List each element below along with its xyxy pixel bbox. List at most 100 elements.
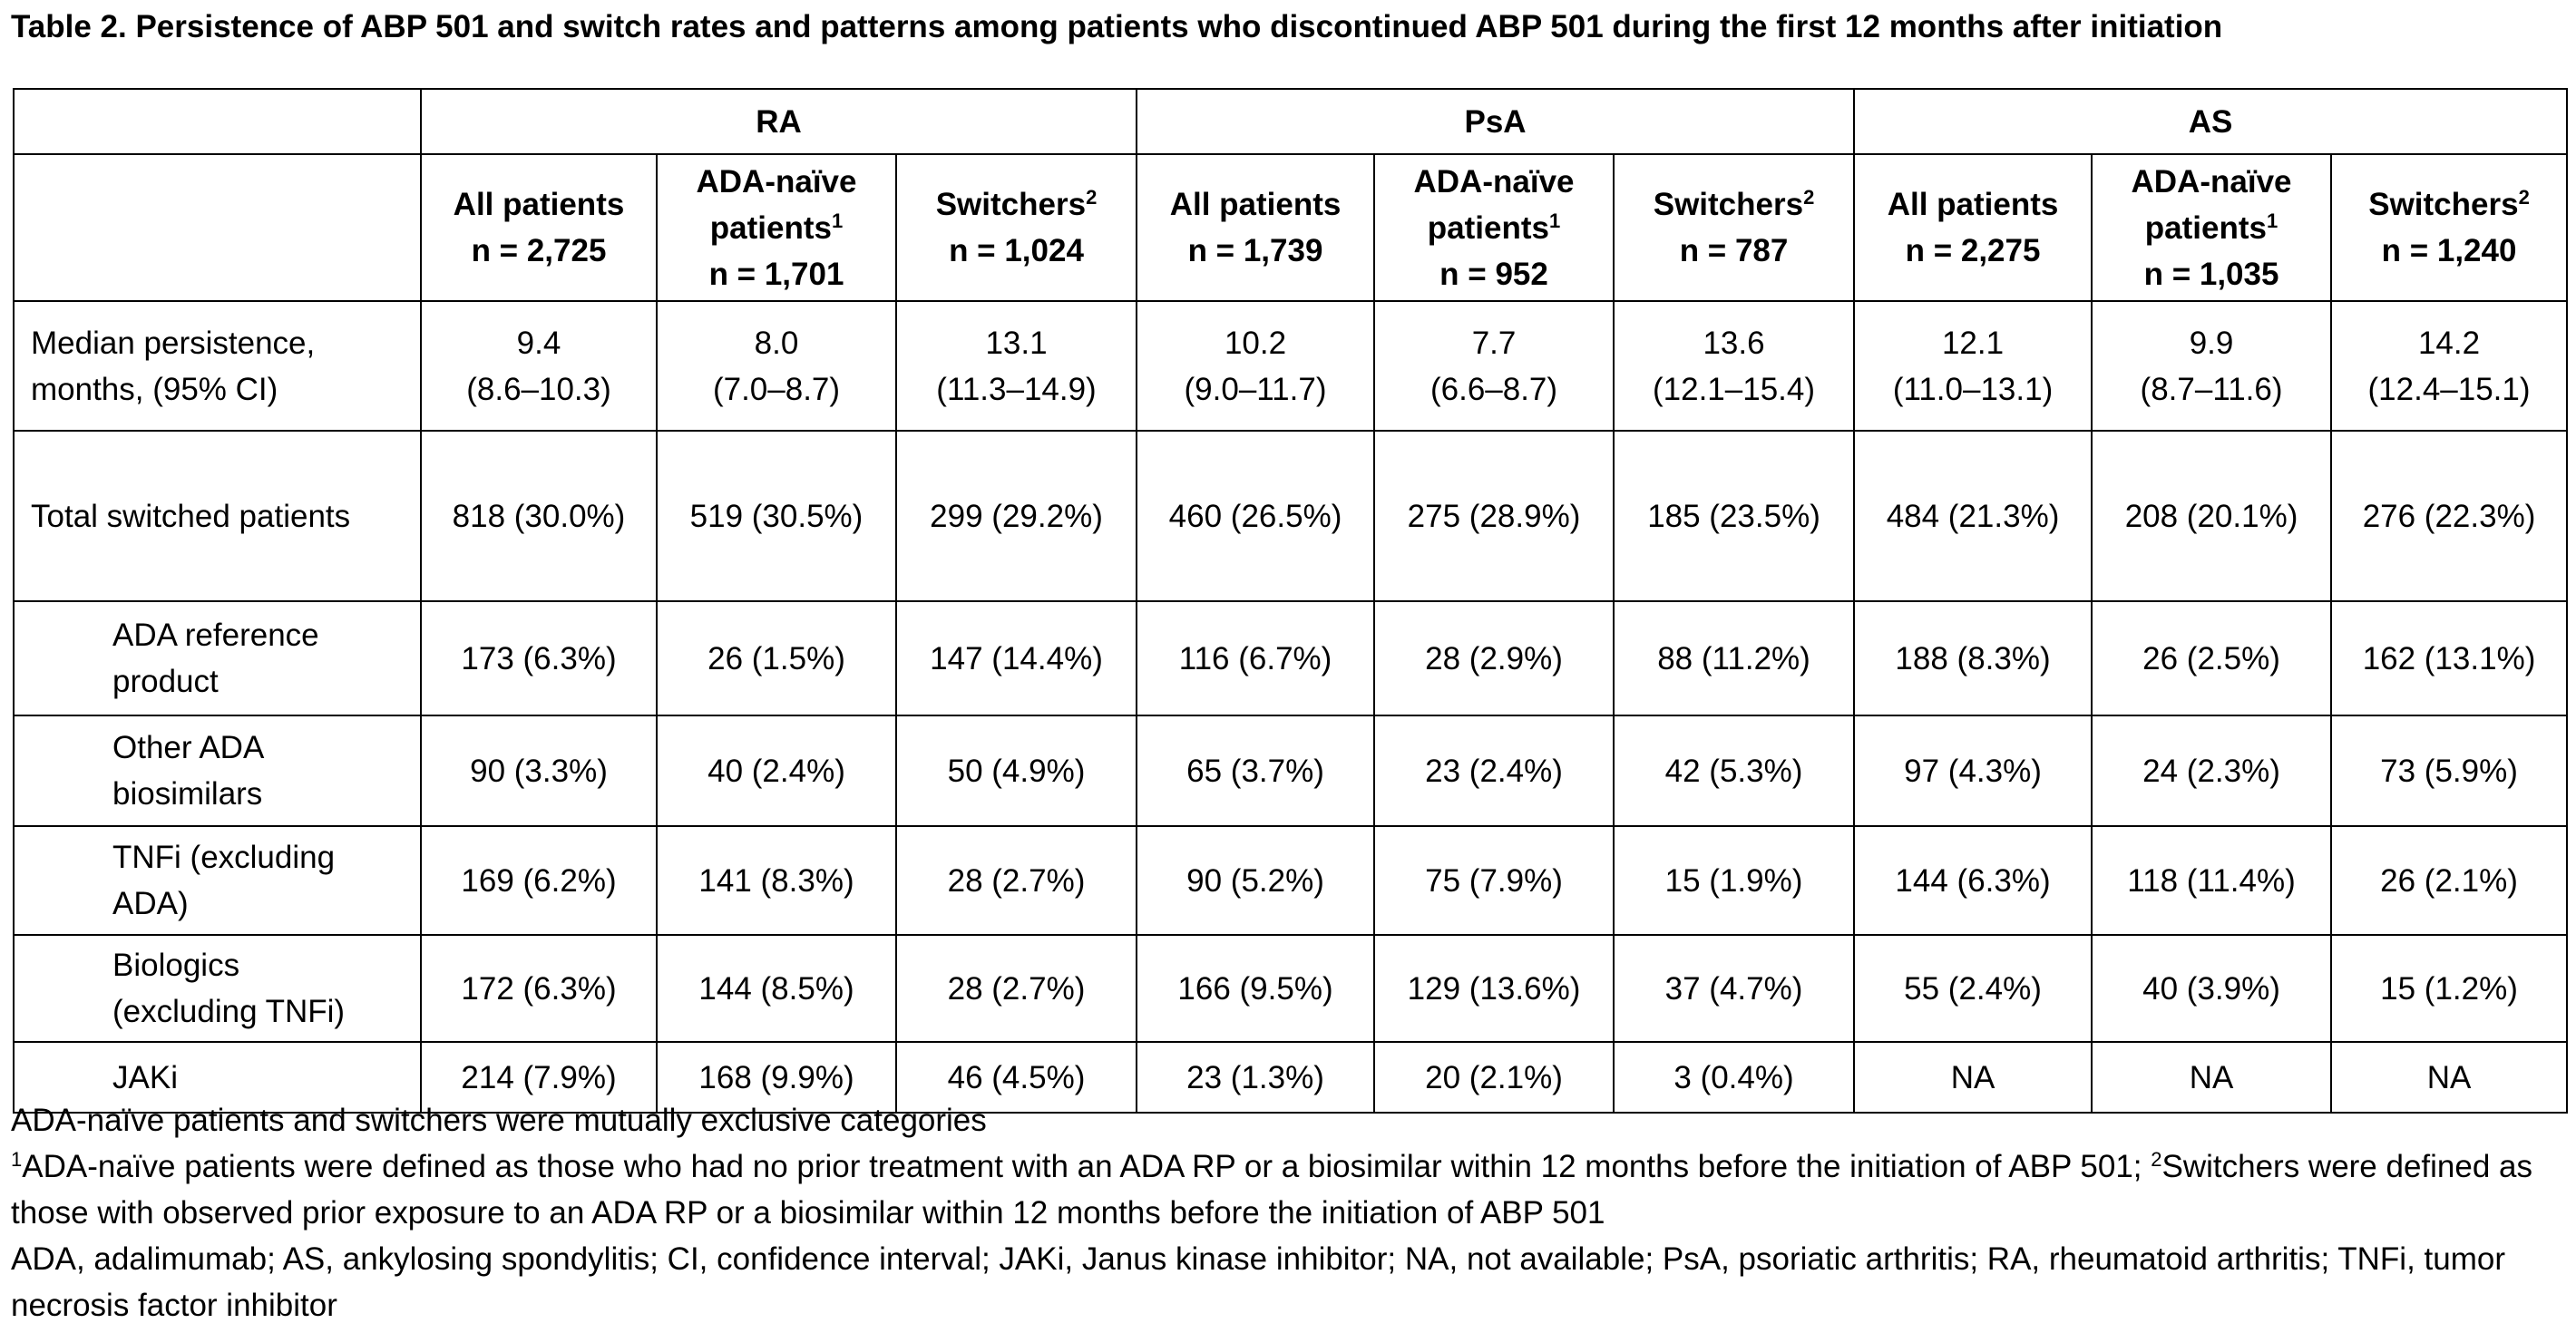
- column-header: Switchers2 n = 1,024: [894, 153, 1138, 302]
- cell-value: (12.1–15.4): [1653, 371, 1816, 407]
- cell-value: 15 (1.9%): [1664, 862, 1803, 899]
- cell-value: 12.1: [1941, 325, 2005, 361]
- column-header-n: n = 787: [1679, 233, 1789, 268]
- cell-value: 168 (9.9%): [698, 1059, 854, 1095]
- cell-value: 26 (2.1%): [2380, 862, 2518, 899]
- group-header-as: AS: [1853, 88, 2569, 155]
- footnote-ref: 2: [1803, 186, 1815, 209]
- cell-value: 8.0: [754, 325, 799, 361]
- table-row: Biologics (excluding TNFi) 172 (6.3%) 144 (…: [13, 934, 2569, 1043]
- table-cell: NA: [1853, 1041, 2093, 1114]
- footnote-2-text: Switchers were defined as those with obs…: [11, 1149, 2533, 1231]
- table-cell: 144 (8.5%): [656, 934, 897, 1043]
- table-row: Median persistence, months, (95% CI) 9.4 (8…: [13, 300, 2569, 432]
- column-header-word: patients: [2144, 209, 2267, 246]
- column-header-word: patients: [1427, 209, 1549, 246]
- table-cell: 37 (4.7%): [1613, 934, 1856, 1043]
- column-header-n: n = 1,024: [949, 233, 1084, 268]
- column-header: Switchers2 n = 1,240: [2330, 153, 2569, 302]
- row-label-line: Median persistence,: [31, 325, 316, 361]
- footnote-ref: 2: [2518, 186, 2530, 209]
- cell-value: 173 (6.3%): [461, 640, 617, 676]
- table-cell: 42 (5.3%): [1613, 715, 1856, 827]
- cell-value: 37 (4.7%): [1664, 970, 1803, 1007]
- cell-value: 172 (6.3%): [461, 970, 617, 1007]
- column-header-line: patients1: [2098, 205, 2325, 251]
- table-cell: 12.1 (11.0–13.1): [1853, 300, 2093, 432]
- row-label: Total switched patients: [13, 430, 422, 602]
- footnote-1-text: ADA-naïve patients were defined as those…: [22, 1149, 2152, 1184]
- column-header-line: All patients: [1860, 181, 2085, 228]
- column-header-n: n = 2,725: [471, 233, 607, 268]
- column-header-word: Switchers: [935, 187, 1087, 222]
- cell-value: 144 (6.3%): [1895, 862, 2051, 899]
- table-cell: 484 (21.3%): [1853, 430, 2093, 602]
- table-cell: 8.0 (7.0–8.7): [656, 300, 897, 432]
- cell-value: NA: [2426, 1059, 2472, 1095]
- column-header-line: patients1: [1381, 205, 1607, 251]
- table-cell: 65 (3.7%): [1136, 715, 1376, 827]
- column-header-n: n = 2,275: [1905, 233, 2041, 268]
- table-cell: 10.2 (9.0–11.7): [1136, 300, 1376, 432]
- group-header-row: RA PsA AS: [13, 88, 2569, 155]
- row-label-line: Other ADA: [112, 730, 265, 765]
- persistence-table: RA PsA AS All patients n = 2,725 ADA-naïve…: [13, 88, 2569, 1114]
- cell-value: 275 (28.9%): [1407, 498, 1581, 534]
- cell-value: 166 (9.5%): [1177, 970, 1333, 1007]
- cell-value: (7.0–8.7): [712, 371, 841, 407]
- table-cell: 13.6 (12.1–15.4): [1613, 300, 1856, 432]
- cell-value: (11.0–13.1): [1892, 371, 2054, 407]
- column-header-line: All patients: [1143, 181, 1368, 228]
- table-cell: 168 (9.9%): [656, 1041, 897, 1114]
- cell-value: 519 (30.5%): [689, 498, 864, 534]
- cell-value: 9.9: [2189, 325, 2234, 361]
- cell-value: 40 (2.4%): [707, 753, 845, 789]
- cell-value: 276 (22.3%): [2362, 498, 2536, 534]
- cell-value: 118 (11.4%): [2127, 862, 2296, 899]
- table-row: Total switched patients 818 (30.0%) 519 (3…: [13, 430, 2569, 602]
- cell-value: 214 (7.9%): [461, 1059, 617, 1095]
- footnotes: ADA-naïve patients and switchers were mu…: [11, 1097, 2564, 1328]
- cell-value: NA: [2189, 1059, 2234, 1095]
- column-header-word: All patients: [1169, 187, 1342, 222]
- row-label-line: months, (95% CI): [31, 371, 278, 407]
- cell-value: 116 (6.7%): [1178, 640, 1332, 676]
- row-label: TNFi (excluding ADA): [13, 825, 422, 936]
- column-header-word: Switchers: [2368, 187, 2519, 222]
- column-header: All patients n = 2,275: [1853, 153, 2093, 302]
- cell-value: 90 (5.2%): [1186, 862, 1324, 899]
- table-cell: 818 (30.0%): [420, 430, 658, 602]
- table-cell: 14.2 (12.4–15.1): [2330, 300, 2569, 432]
- table-cell: 169 (6.2%): [420, 825, 658, 936]
- cell-value: 484 (21.3%): [1886, 498, 2060, 534]
- column-header: ADA-naïve patients1 n = 1,701: [656, 153, 897, 302]
- table-cell: 9.4 (8.6–10.3): [420, 300, 658, 432]
- table-cell: 90 (3.3%): [420, 715, 658, 827]
- table-cell: NA: [2091, 1041, 2333, 1114]
- column-header-word: All patients: [1887, 187, 2059, 222]
- column-header: Switchers2 n = 787: [1613, 153, 1856, 302]
- table-cell: 28 (2.7%): [894, 825, 1138, 936]
- row-label: Biologics (excluding TNFi): [13, 934, 422, 1043]
- row-label-line: product: [112, 664, 219, 699]
- table-cell: 15 (1.9%): [1613, 825, 1856, 936]
- cell-value: 42 (5.3%): [1664, 753, 1803, 789]
- row-label-line: TNFi (excluding: [112, 840, 336, 875]
- row-label: JAKi: [13, 1041, 422, 1114]
- footnote-ref: 1: [1548, 209, 1561, 232]
- footnote-mark-1: 1: [11, 1148, 23, 1171]
- cell-value: 23 (2.4%): [1425, 753, 1563, 789]
- cell-value: 90 (3.3%): [470, 753, 608, 789]
- corner-cell: [13, 88, 422, 155]
- row-label-line: JAKi: [112, 1059, 178, 1095]
- cell-value: 73 (5.9%): [2380, 753, 2518, 789]
- column-header-line: All patients: [427, 181, 650, 228]
- group-header-ra: RA: [419, 88, 1138, 155]
- table-cell: 147 (14.4%): [894, 600, 1138, 716]
- cell-value: 75 (7.9%): [1425, 862, 1563, 899]
- cell-value: 13.6: [1703, 325, 1765, 361]
- table-cell: 23 (2.4%): [1373, 715, 1615, 827]
- cell-value: 65 (3.7%): [1186, 753, 1324, 789]
- footnote-ref: 2: [1086, 186, 1098, 209]
- cell-value: 26 (2.5%): [2142, 640, 2280, 676]
